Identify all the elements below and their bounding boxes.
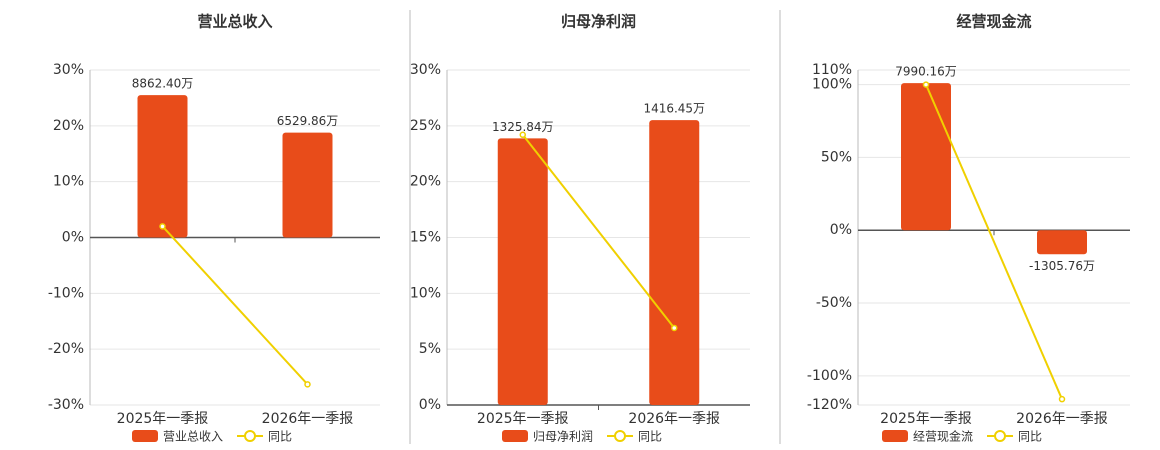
- line-point: [519, 131, 526, 139]
- x-tick-label: 2026年一季报: [1016, 411, 1108, 427]
- y-tick-label: 20%: [53, 118, 84, 134]
- bar: [137, 95, 188, 238]
- bar: [649, 120, 700, 405]
- x-tick-label: 2025年一季报: [880, 411, 972, 427]
- chart-title: 营业总收入: [197, 13, 272, 31]
- y-tick-label: -100%: [807, 368, 852, 384]
- bar: [901, 83, 951, 231]
- y-tick-label: 110%: [812, 62, 852, 78]
- line: [161, 225, 309, 386]
- y-tick-label: 0%: [419, 397, 441, 413]
- bar: [282, 132, 333, 238]
- y-tick-label: 10%: [53, 174, 84, 190]
- chart-title: 归母净利润: [561, 13, 636, 31]
- line-point: [159, 223, 166, 230]
- y-tick-label: -20%: [48, 341, 84, 357]
- y-tick-label: 10%: [410, 285, 441, 301]
- legend-label: 归母净利润: [533, 430, 593, 444]
- y-tick-label: 0%: [830, 222, 852, 238]
- y-tick-label: 25%: [410, 118, 441, 134]
- y-tick-label: 30%: [53, 62, 84, 78]
- legend-label: 经营现金流: [913, 429, 973, 444]
- y-tick-label: 5%: [419, 341, 441, 357]
- x-tick-label: 2026年一季报: [628, 411, 720, 427]
- legend-swatch: [994, 430, 1007, 442]
- x-tick-label: 2026年一季报: [262, 411, 354, 427]
- legend-swatch: [882, 430, 908, 442]
- legend-swatch: [244, 430, 257, 442]
- chart-title: 经营现金流: [956, 13, 1031, 31]
- data-label: 1416.45万: [643, 102, 705, 116]
- y-tick-label: 0%: [62, 230, 84, 246]
- x-tick-label: 2025年一季报: [477, 411, 569, 427]
- y-tick-label: 20%: [410, 174, 441, 190]
- bar: [497, 138, 548, 405]
- data-label: 8862.40万: [132, 77, 194, 91]
- data-label: 1325.84万: [492, 120, 554, 134]
- line-point: [922, 81, 930, 88]
- bar: [1037, 230, 1087, 255]
- data-label: -1305.76万: [1029, 259, 1095, 273]
- data-label: 6529.86万: [277, 114, 339, 128]
- legend-swatch: [614, 430, 627, 442]
- legend-label: 同比: [268, 430, 292, 444]
- legend-swatch: [132, 430, 158, 442]
- line-point: [1058, 395, 1066, 403]
- x-tick-label: 2025年一季报: [117, 411, 209, 427]
- legend-swatch: [502, 430, 528, 442]
- data-label: 7990.16万: [895, 65, 957, 79]
- line-point: [671, 324, 678, 332]
- legend-label: 同比: [638, 430, 662, 444]
- y-tick-label: 100%: [812, 77, 852, 93]
- y-tick-label: 50%: [821, 149, 852, 165]
- y-tick-label: -30%: [48, 397, 84, 413]
- y-tick-label: -50%: [816, 295, 852, 311]
- legend-label: 营业总收入: [163, 430, 223, 444]
- y-tick-label: 15%: [410, 230, 441, 246]
- legend-label: 同比: [1018, 430, 1042, 444]
- y-tick-label: 30%: [410, 62, 441, 78]
- line-point: [304, 381, 311, 388]
- line: [925, 84, 1063, 400]
- y-tick-label: -120%: [807, 397, 852, 413]
- line: [521, 134, 676, 329]
- y-tick-label: -10%: [48, 285, 84, 301]
